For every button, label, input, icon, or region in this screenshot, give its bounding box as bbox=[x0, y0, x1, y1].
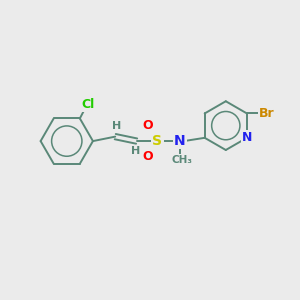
Text: O: O bbox=[142, 119, 153, 132]
Text: H: H bbox=[130, 146, 140, 157]
Text: N: N bbox=[242, 131, 252, 144]
Text: Cl: Cl bbox=[82, 98, 95, 111]
Text: O: O bbox=[142, 150, 153, 163]
Text: N: N bbox=[174, 134, 185, 148]
Text: Br: Br bbox=[259, 107, 274, 120]
Text: S: S bbox=[152, 134, 162, 148]
Text: CH₃: CH₃ bbox=[172, 155, 193, 165]
Text: H: H bbox=[112, 121, 121, 131]
